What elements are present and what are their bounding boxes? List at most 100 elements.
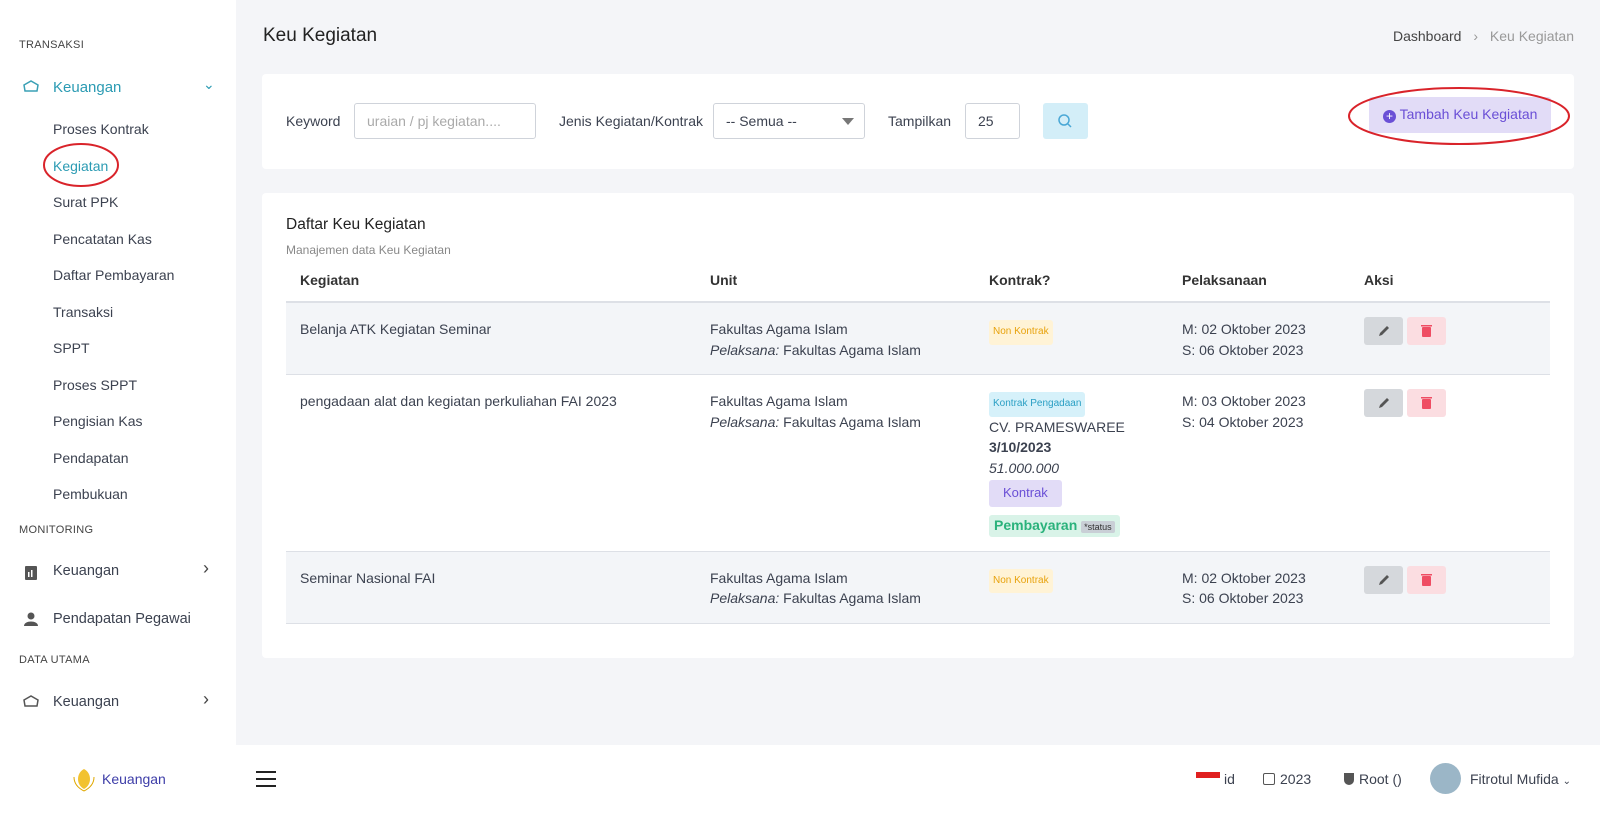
- submenu-item[interactable]: Pengisian Kas: [53, 413, 143, 429]
- unit: Fakultas Agama Islam: [710, 393, 848, 409]
- kontrak-button[interactable]: Kontrak: [989, 480, 1062, 507]
- edit-button[interactable]: [1364, 565, 1403, 594]
- add-button[interactable]: + Tambah Keu Kegiatan: [1369, 97, 1551, 133]
- logo: [70, 765, 98, 795]
- submenu-item[interactable]: Pendapatan: [53, 449, 129, 466]
- table-header: Kegiatan Unit Kontrak? Pelaksanaan Aksi: [286, 266, 1550, 302]
- table-subtitle: Manajemen data Keu Kegiatan: [286, 243, 451, 257]
- cell-kontrak: Non Kontrak: [975, 302, 1168, 375]
- filter-card: Keyword uraian / pj kegiatan.... Jenis K…: [262, 74, 1574, 169]
- edit-button[interactable]: [1364, 317, 1403, 345]
- pembayaran-text: Pembayaran: [994, 516, 1078, 533]
- placeholder: uraian / pj kegiatan....: [367, 113, 501, 129]
- tampilkan-label: Tampilkan: [888, 113, 952, 129]
- menu-toggle[interactable]: [255, 770, 277, 788]
- vendor: CV. PRAMESWAREE: [989, 418, 1125, 435]
- submenu-item[interactable]: SPPT: [53, 340, 90, 356]
- edit-button[interactable]: [1364, 389, 1403, 417]
- chevron: ›: [203, 558, 209, 578]
- data-table: Kegiatan Unit Kontrak? Pelaksanaan Aksi Belan…: [286, 266, 1550, 624]
- menu-item[interactable]: Keuangan: [53, 694, 120, 710]
- unit: Fakultas Agama Islam: [710, 321, 848, 337]
- input-value: 25: [978, 113, 994, 129]
- cell-aksi: [1350, 302, 1550, 375]
- menu-item[interactable]: Pendapatan Pegawai: [53, 611, 191, 627]
- tampilkan-input[interactable]: 25: [965, 103, 1020, 139]
- submenu-item[interactable]: Pencatatan Kas: [53, 230, 152, 247]
- pelaksana-label: Pelaksana:: [710, 590, 780, 606]
- cell-kegiatan: Belanja ATK Kegiatan Seminar: [300, 321, 492, 337]
- brand[interactable]: Keuangan: [102, 771, 166, 787]
- pelaksana-value: Fakultas Agama Islam: [783, 413, 921, 430]
- submenu-item[interactable]: Kegiatan: [53, 157, 109, 174]
- submenu-item[interactable]: Proses Kontrak: [53, 121, 149, 137]
- search-button[interactable]: [1043, 103, 1088, 139]
- menu-icon: [24, 612, 38, 626]
- jenis-select[interactable]: -- Semua --: [713, 103, 865, 139]
- avatar[interactable]: [1430, 763, 1461, 794]
- pelaksana: Pelaksana: Fakultas Agama Islam: [710, 412, 961, 433]
- column-header: Kontrak?: [989, 272, 1051, 288]
- selesai: S: 04 Oktober 2023: [1182, 413, 1304, 430]
- role[interactable]: Root (): [1344, 771, 1402, 787]
- select-value: -- Semua --: [726, 113, 797, 129]
- menu-icon: [25, 566, 37, 580]
- breadcrumb-link[interactable]: Dashboard: [1392, 28, 1462, 44]
- pelaksana-value: Fakultas Agama Islam: [783, 341, 921, 358]
- cell-kontrak: Non Kontrak: [975, 551, 1168, 623]
- role-text: Root (): [1359, 771, 1402, 787]
- section-label: MONITORING: [19, 524, 94, 536]
- submenu-item[interactable]: Pembukuan: [53, 486, 128, 502]
- mulai: M: 03 Oktober 2023: [1182, 393, 1306, 409]
- pelaksana-value: Fakultas Agama Islam: [783, 590, 921, 606]
- table-row: Seminar Nasional FAI Fakultas Agama Islam…: [286, 551, 1550, 623]
- page-title: Keu Kegiatan: [263, 25, 378, 46]
- section-label: DATA UTAMA: [19, 654, 90, 666]
- submenu-item[interactable]: Daftar Pembayaran: [53, 267, 175, 283]
- cell-pelaksanaan: M: 02 Oktober 2023 S: 06 Oktober 2023: [1168, 551, 1350, 623]
- jenis-label: Jenis Kegiatan/Kontrak: [559, 113, 703, 129]
- submenu-item[interactable]: Transaksi: [53, 303, 114, 320]
- delete-button[interactable]: [1407, 317, 1446, 345]
- menu-item[interactable]: Keuangan: [53, 79, 122, 96]
- selesai: S: 06 Oktober 2023: [1182, 341, 1304, 358]
- pelaksana: Pelaksana: Fakultas Agama Islam: [710, 340, 961, 361]
- mulai: M: 02 Oktober 2023: [1182, 321, 1306, 337]
- kontrak-badge: Non Kontrak: [989, 568, 1053, 593]
- cell-unit: Fakultas Agama Islam Pelaksana: Fakultas …: [696, 375, 975, 552]
- cell-kegiatan: Seminar Nasional FAI: [300, 569, 436, 586]
- tanggal: 3/10/2023: [989, 439, 1052, 455]
- pelaksana-label: Pelaksana:: [710, 413, 780, 430]
- submenu-item[interactable]: Surat PPK: [53, 194, 119, 210]
- column-header: Kegiatan: [300, 272, 360, 288]
- user[interactable]: Fitrotul Mufida ⌄: [1470, 771, 1571, 787]
- pelaksana: Pelaksana: Fakultas Agama Islam: [710, 588, 961, 609]
- add-button-text: Tambah Keu Kegiatan: [1399, 106, 1538, 122]
- breadcrumb-current: Keu Kegiatan: [1489, 28, 1574, 44]
- keyword-label: Keyword: [286, 113, 341, 129]
- submenu-item[interactable]: Proses SPPT: [53, 376, 138, 393]
- year[interactable]: 2023: [1263, 771, 1311, 787]
- language[interactable]: id: [1196, 771, 1235, 787]
- delete-button[interactable]: [1407, 389, 1446, 417]
- column-header: Unit: [710, 272, 738, 288]
- table-card: Daftar Keu Kegiatan Manajemen data Keu K…: [262, 193, 1574, 658]
- year-text: 2023: [1280, 771, 1312, 787]
- column-header: Aksi: [1364, 272, 1394, 288]
- selesai: S: 06 Oktober 2023: [1182, 590, 1304, 606]
- bottom-bar: Keuangan id 2023 Root () Fitrotul Mufida…: [0, 745, 1600, 814]
- menu-icon: [23, 695, 39, 707]
- delete-button[interactable]: [1407, 565, 1446, 594]
- pembayaran: Pembayaran *status: [989, 514, 1120, 537]
- table-row: pengadaan alat dan kegiatan perkuliahan …: [286, 374, 1550, 552]
- unit: Fakultas Agama Islam: [710, 569, 848, 586]
- breadcrumb: Dashboard › Keu Kegiatan: [1392, 28, 1574, 44]
- keyword-input[interactable]: uraian / pj kegiatan....: [354, 103, 536, 139]
- menu-item[interactable]: Keuangan: [53, 563, 120, 579]
- cell-pelaksanaan: M: 02 Oktober 2023 S: 06 Oktober 2023: [1168, 302, 1350, 375]
- status-badge: *status: [1081, 520, 1115, 533]
- column-header: Pelaksanaan: [1182, 272, 1267, 288]
- cell-pelaksanaan: M: 03 Oktober 2023 S: 04 Oktober 2023: [1168, 375, 1350, 552]
- cell-unit: Fakultas Agama Islam Pelaksana: Fakultas …: [696, 551, 975, 623]
